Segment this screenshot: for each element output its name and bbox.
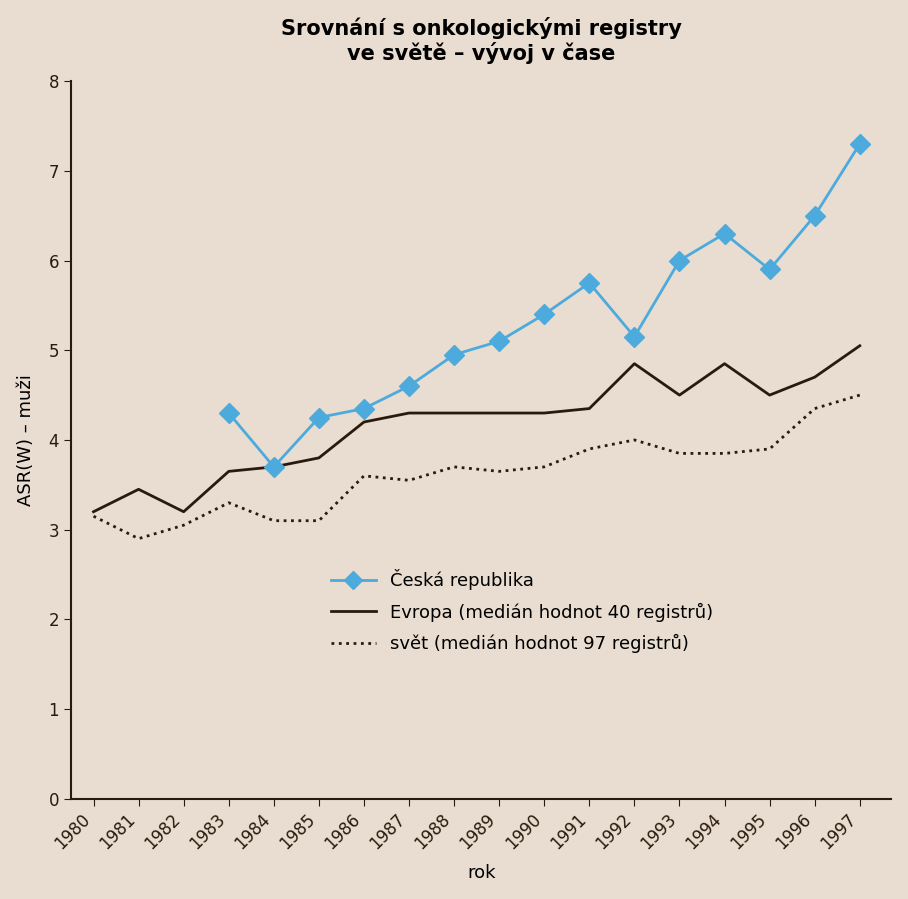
X-axis label: rok: rok xyxy=(467,864,496,882)
Y-axis label: ASR(W) – muži: ASR(W) – muži xyxy=(16,374,35,506)
Legend: Česká republika, Evropa (medián hodnot 40 registrů), svět (medián hodnot 97 regi: Česká republika, Evropa (medián hodnot 4… xyxy=(323,562,721,661)
Title: Srovnání s onkologickými registry
ve světě – vývoj v čase: Srovnání s onkologickými registry ve svě… xyxy=(281,17,682,64)
